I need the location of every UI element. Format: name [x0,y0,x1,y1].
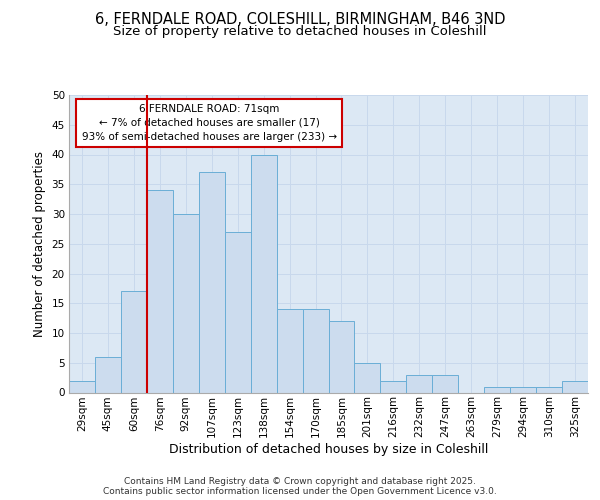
Bar [536,386,562,392]
X-axis label: Distribution of detached houses by size in Coleshill: Distribution of detached houses by size … [169,443,488,456]
Bar [380,380,406,392]
Bar [147,190,173,392]
Bar [510,386,536,392]
Bar [225,232,251,392]
Text: 6 FERNDALE ROAD: 71sqm
← 7% of detached houses are smaller (17)
93% of semi-deta: 6 FERNDALE ROAD: 71sqm ← 7% of detached … [82,104,337,142]
Bar [329,321,355,392]
Bar [406,374,432,392]
Bar [95,357,121,392]
Bar [69,380,95,392]
Text: 6, FERNDALE ROAD, COLESHILL, BIRMINGHAM, B46 3ND: 6, FERNDALE ROAD, COLESHILL, BIRMINGHAM,… [95,12,505,28]
Bar [173,214,199,392]
Bar [355,363,380,392]
Bar [433,374,458,392]
Bar [562,380,588,392]
Bar [277,309,302,392]
Y-axis label: Number of detached properties: Number of detached properties [33,151,46,337]
Bar [199,172,224,392]
Bar [251,154,277,392]
Bar [484,386,510,392]
Bar [121,292,147,392]
Text: Contains HM Land Registry data © Crown copyright and database right 2025.
Contai: Contains HM Land Registry data © Crown c… [103,476,497,496]
Bar [302,309,329,392]
Text: Size of property relative to detached houses in Coleshill: Size of property relative to detached ho… [113,25,487,38]
